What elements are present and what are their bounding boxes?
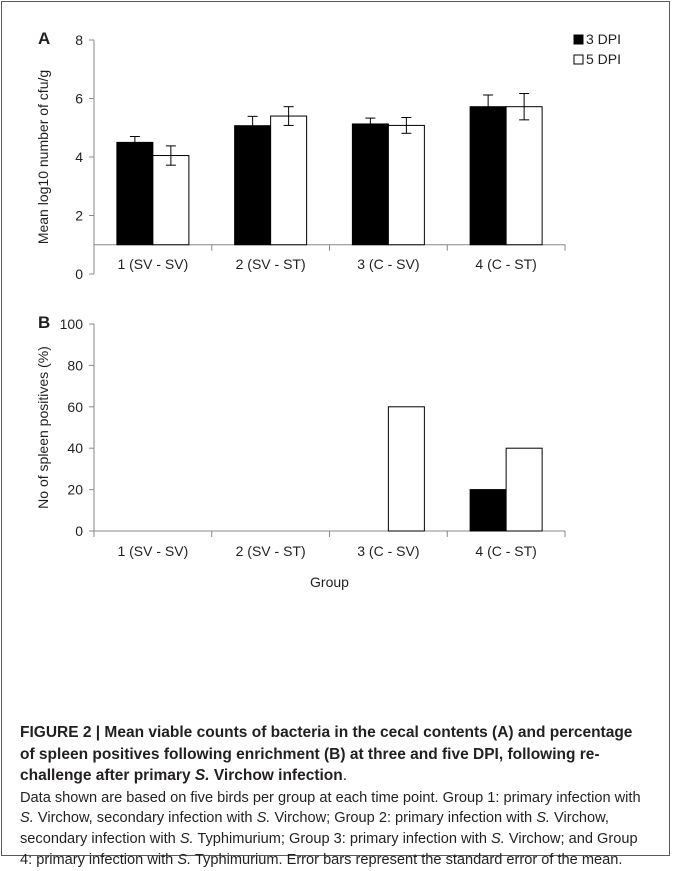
y-tick-label: 0 <box>75 266 83 282</box>
y-tick-label: 0 <box>75 523 83 539</box>
caption-body-part: S. <box>536 810 550 827</box>
caption-body-part: S. <box>256 810 271 827</box>
bar-5-dpi <box>152 155 190 246</box>
y-tick-label: 6 <box>75 91 83 107</box>
figure-frame <box>1 1 670 856</box>
caption-body-part: S. <box>20 810 34 827</box>
y-tick-label: 80 <box>67 357 83 373</box>
chart-panel-a: A 0 2 4 6 8 1 (SV - SV) 2 (SV - ST) 3 (C - SV) 4 … <box>35 29 621 282</box>
caption-title-part: Virchow infection <box>209 767 343 784</box>
legend-swatch <box>573 34 584 45</box>
x-tick-label: 2 (SV - ST) <box>236 256 306 272</box>
y-tick-label: 100 <box>60 316 84 332</box>
caption-body: Data shown are based on five birds per g… <box>20 788 650 871</box>
caption-title-part: S. <box>194 767 210 784</box>
legend-swatch <box>573 54 584 65</box>
caption-title-part: . <box>342 767 348 784</box>
x-tick-label: 1 (SV - SV) <box>117 543 188 559</box>
caption-body-part: S. <box>491 831 505 848</box>
legend-label: 3 DPI <box>586 31 621 47</box>
caption-body-part: Virchow, secondary infection with <box>33 810 257 827</box>
y-tick-label: 8 <box>75 32 83 48</box>
bar-5-dpi <box>505 447 543 532</box>
y-tick-label: 4 <box>75 149 83 165</box>
caption-title-part: FIGURE 2 | Mean viable counts of bacteri… <box>20 724 633 784</box>
figure-caption: FIGURE 2 | Mean viable counts of bacteri… <box>20 722 650 871</box>
y-tick-label: 2 <box>75 208 83 224</box>
caption-body-part: Typhimurium. Error bars represent the st… <box>191 851 623 868</box>
x-tick-label: 4 (C - ST) <box>475 256 536 272</box>
figure-2-charts: A 0 2 4 6 8 1 (SV - SV) 2 (SV - ST) 3 (C - SV) 4 … <box>35 29 621 590</box>
caption-body-part: Virchow, secondary infection with <box>20 810 609 848</box>
x-tick-label: 3 (C - SV) <box>357 543 419 559</box>
x-axis-label: Group <box>310 574 349 590</box>
x-tick-label: 4 (C - ST) <box>475 543 536 559</box>
caption-body-part: Data shown are based on five birds per g… <box>20 789 641 806</box>
x-tick-label: 1 (SV - SV) <box>117 256 188 272</box>
bar-3-dpi <box>469 106 507 246</box>
panel-label: B <box>38 313 50 332</box>
bar-3-dpi <box>234 125 272 246</box>
bar-3-dpi <box>351 123 389 246</box>
x-tick-label: 3 (C - SV) <box>357 256 419 272</box>
y-tick-label: 60 <box>67 399 83 415</box>
caption-body-part: S. <box>177 851 192 868</box>
caption-body-part: Virchow; Group 2: primary infection with <box>270 810 537 827</box>
y-tick-label: 40 <box>67 440 83 456</box>
bar-5-dpi <box>505 106 543 246</box>
bar-3-dpi <box>116 141 154 246</box>
caption-body-part: S. <box>179 831 194 848</box>
bar-3-dpi <box>469 489 507 532</box>
panel-label: A <box>38 29 50 48</box>
bar-5-dpi <box>270 115 308 246</box>
x-tick-label: 2 (SV - ST) <box>236 543 306 559</box>
bar-5-dpi <box>387 124 425 246</box>
caption-title: FIGURE 2 | Mean viable counts of bacteri… <box>20 722 650 787</box>
chart-panel-b: B 0 20 40 60 80 100 1 (SV - SV) 2 (SV - ST) 3 (C … <box>35 313 566 590</box>
y-axis-label: Mean log10 number of cfu/g <box>35 70 51 244</box>
legend-label: 5 DPI <box>586 51 621 67</box>
caption-body-part: Typhimurium; Group 3: primary infection … <box>193 831 491 848</box>
y-axis-label: No of spleen positives (%) <box>35 346 51 509</box>
y-tick-label: 20 <box>67 482 83 498</box>
bar-5-dpi <box>387 406 425 532</box>
